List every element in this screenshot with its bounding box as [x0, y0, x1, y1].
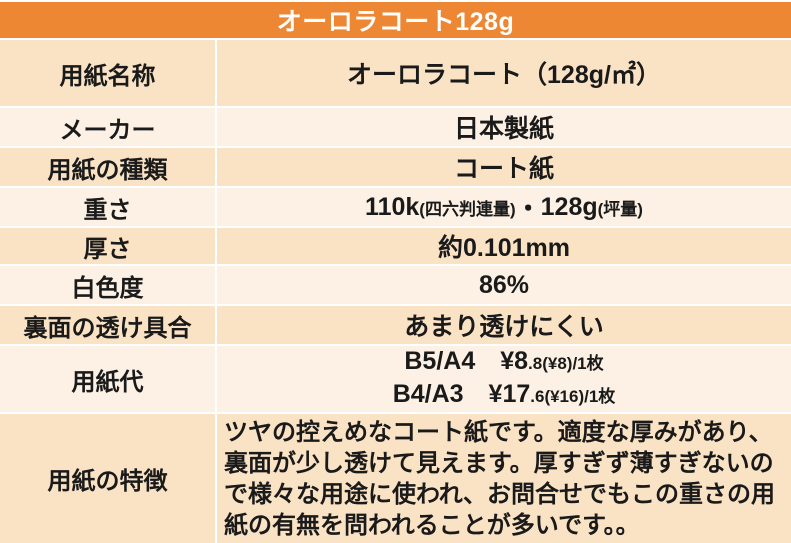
row-price-label: 用紙代 [0, 346, 215, 412]
row-show-through: 裏面の透け具合 あまり透けにくい [0, 306, 791, 344]
row-paper-name-label: 用紙名称 [0, 40, 215, 106]
table-title-bar: オーロラコート128g [0, 2, 791, 38]
row-whiteness-value: 86% [217, 266, 791, 304]
row-weight-label: 重さ [0, 188, 215, 226]
weight-value-small-2: (坪量) [597, 199, 643, 219]
weight-value-separator: ・ [515, 195, 541, 223]
weight-value-big-2: 128g [540, 192, 598, 221]
row-paper-type-value: コート紙 [217, 148, 791, 186]
row-price: 用紙代 B5/A4 ¥8.8(¥8)/1枚 B4/A3 ¥17.6(¥16)/1… [0, 346, 791, 412]
row-show-through-label: 裏面の透け具合 [0, 306, 215, 344]
row-weight: 重さ 110k (四六判連量) ・ 128g (坪量) [0, 188, 791, 226]
table-title: オーロラコート128g [276, 8, 515, 36]
row-maker-label: メーカー [0, 108, 215, 146]
row-maker-value: 日本製紙 [217, 108, 791, 146]
row-whiteness: 白色度 86% [0, 266, 791, 304]
price-b5a4-small: .8(¥8)/1枚 [528, 354, 604, 373]
price-b4a3-big: B4/A3 ¥17 [392, 380, 531, 408]
row-features-value: ツヤの控えめなコート紙です。適度な厚みがあり、裏面が少し透けて見えます。厚すぎず… [217, 414, 791, 543]
row-thickness-label: 厚さ [0, 228, 215, 264]
weight-value-big-1: 110k [365, 192, 420, 221]
price-b5a4-big: B5/A4 ¥8 [404, 347, 529, 375]
weight-value-small-1: (四六判連量) [419, 199, 516, 219]
row-features: 用紙の特徴 ツヤの控えめなコート紙です。適度な厚みがあり、裏面が少し透けて見えま… [0, 414, 791, 543]
row-paper-type-label: 用紙の種類 [0, 148, 215, 186]
row-thickness-value: 約0.101mm [217, 228, 791, 264]
row-paper-name: 用紙名称 オーロラコート（128g/㎡） [0, 40, 791, 106]
row-price-value: B5/A4 ¥8.8(¥8)/1枚 B4/A3 ¥17.6(¥16)/1枚 [217, 346, 791, 412]
row-features-label: 用紙の特徴 [0, 414, 215, 543]
row-paper-name-value: オーロラコート（128g/㎡） [217, 40, 791, 106]
price-line-b4-a3: B4/A3 ¥17.6(¥16)/1枚 [393, 379, 616, 412]
row-thickness: 厚さ 約0.101mm [0, 228, 791, 264]
row-paper-type: 用紙の種類 コート紙 [0, 148, 791, 186]
row-show-through-value: あまり透けにくい [217, 306, 791, 344]
row-maker: メーカー 日本製紙 [0, 108, 791, 146]
price-line-b5-a4: B5/A4 ¥8.8(¥8)/1枚 [404, 346, 603, 379]
price-b4a3-small: .6(¥16)/1枚 [530, 387, 616, 406]
row-whiteness-label: 白色度 [0, 266, 215, 304]
row-weight-value: 110k (四六判連量) ・ 128g (坪量) [217, 188, 791, 226]
